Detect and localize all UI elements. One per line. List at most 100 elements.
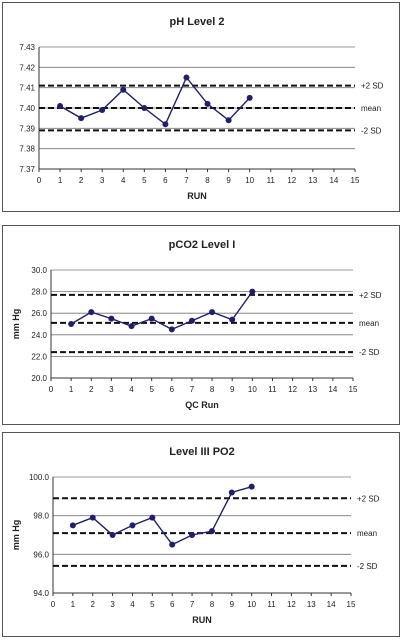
y-axis-label: mm Hg: [11, 520, 21, 551]
series-line: [70, 291, 253, 331]
data-point: [228, 489, 235, 496]
x-tick-label: 1: [69, 385, 74, 394]
x-tick-label: 2: [79, 176, 84, 185]
x-tick-label: 0: [37, 176, 42, 185]
x-tick-label: 7: [190, 600, 195, 609]
data-point: [108, 315, 115, 322]
y-tick-label: 94.0: [33, 589, 49, 598]
x-tick-label: 13: [308, 385, 317, 394]
data-point: [249, 288, 256, 295]
x-tick-label: 14: [327, 600, 336, 609]
data-point: [248, 483, 255, 490]
series-line: [59, 76, 251, 126]
data-point: [188, 317, 195, 324]
data-point: [68, 321, 75, 327]
x-tick-label: 6: [170, 385, 175, 394]
y-tick-label: 30.0: [31, 266, 47, 275]
chart-panel-pco2: pCO2 Level I 20.0 22.0 24.0 26.0 28.0 30.0 0 1 2 3…: [2, 225, 400, 425]
control-line-label: mean: [357, 529, 377, 538]
y-tick-label: 7.40: [19, 104, 35, 113]
control-line-label: -2 SD: [361, 126, 382, 135]
x-tick-label: 4: [130, 600, 135, 609]
x-tick-label: 3: [110, 600, 115, 609]
x-tick-label: 6: [163, 176, 168, 185]
pco2-chart: pCO2 Level I20.022.024.026.028.030.00 1 2 3…: [11, 239, 382, 410]
y-axis-label: mm Hg: [11, 309, 21, 340]
x-tick-label: 15: [351, 176, 360, 185]
control-line-label: +2 SD: [357, 494, 380, 503]
data-point: [88, 309, 95, 316]
data-point: [141, 105, 148, 111]
data-point: [208, 528, 215, 535]
x-tick-label: 0: [51, 600, 56, 609]
x-tick-label: 14: [329, 176, 338, 185]
control-line-label: mean: [359, 319, 379, 328]
y-tick-label: 28.0: [31, 288, 47, 297]
x-tick-label: 9: [230, 600, 235, 609]
y-tick-label: 22.0: [31, 352, 47, 361]
y-tick-label: 7.39: [19, 124, 35, 133]
x-tick-label: 12: [288, 385, 297, 394]
x-tick-label: 11: [267, 176, 276, 185]
x-tick-label: 1: [71, 600, 76, 609]
x-tick-label: 11: [268, 385, 277, 394]
data-point: [89, 514, 96, 521]
x-tick-label: 11: [267, 600, 276, 609]
x-tick-label: 10: [245, 176, 254, 185]
chart-title: pH Level 2: [169, 16, 224, 28]
x-tick-label: 5: [142, 176, 147, 185]
x-tick-label: 4: [121, 176, 126, 185]
ph-chart: pH Level 2 7.37 7.38 7.39 7.40 7.41 7.42 7.43 0 1…: [19, 16, 384, 201]
x-tick-label: 12: [287, 176, 296, 185]
data-point: [128, 323, 135, 330]
x-tick-label: 3: [100, 176, 105, 185]
y-tick-label: 7.42: [19, 63, 35, 72]
data-point: [168, 326, 175, 333]
control-line-label: -2 SD: [359, 348, 380, 357]
x-tick-label: 7: [190, 385, 195, 394]
data-point: [209, 309, 216, 316]
x-tick-label: 9: [230, 385, 235, 394]
x-tick-label: 1: [58, 176, 63, 185]
y-tick-label: 100.0: [29, 473, 50, 482]
y-tick-label: 7.41: [19, 84, 35, 93]
data-point: [229, 316, 236, 323]
y-tick-label: 7.37: [19, 165, 35, 174]
data-point: [78, 115, 85, 122]
y-tick-label: 20.0: [31, 374, 47, 383]
x-tick-label: 15: [347, 600, 356, 609]
chart-title: Level III PO2: [169, 446, 234, 458]
y-tick-label: 98.0: [33, 512, 49, 521]
data-point: [57, 102, 64, 109]
data-point: [162, 121, 169, 128]
data-point: [148, 315, 155, 322]
data-point: [109, 532, 116, 538]
x-tick-label: 8: [210, 600, 215, 609]
x-tick-label: 10: [247, 600, 256, 609]
data-point: [99, 107, 106, 114]
y-tick-label: 7.43: [19, 43, 35, 52]
y-tick-label: 24.0: [31, 331, 47, 340]
x-tick-label: 9: [226, 176, 231, 185]
x-tick-label: 8: [205, 176, 210, 185]
data-point: [129, 522, 136, 529]
x-tick-label: 15: [349, 385, 358, 394]
control-line-label: -2 SD: [357, 562, 378, 571]
x-tick-label: 8: [210, 385, 215, 394]
data-point: [183, 74, 190, 81]
x-axis-label: RUN: [187, 191, 207, 201]
x-tick-label: 10: [248, 385, 257, 394]
data-point: [225, 117, 232, 124]
x-tick-label: 5: [149, 385, 154, 394]
x-tick-label: 5: [150, 600, 155, 609]
control-line-label: +2 SD: [359, 291, 382, 300]
chart-panel-ph: pH Level 2 7.37 7.38 7.39 7.40 7.41 7.42 7.43 0 1…: [2, 2, 400, 212]
x-tick-label: 0: [49, 385, 54, 394]
x-tick-label: 14: [328, 385, 337, 394]
x-tick-label: 2: [91, 600, 96, 609]
data-point: [69, 522, 76, 529]
chart-title: pCO2 Level I: [169, 239, 236, 251]
control-line-label: +2 SD: [361, 82, 384, 91]
y-tick-label: 96.0: [33, 550, 49, 559]
